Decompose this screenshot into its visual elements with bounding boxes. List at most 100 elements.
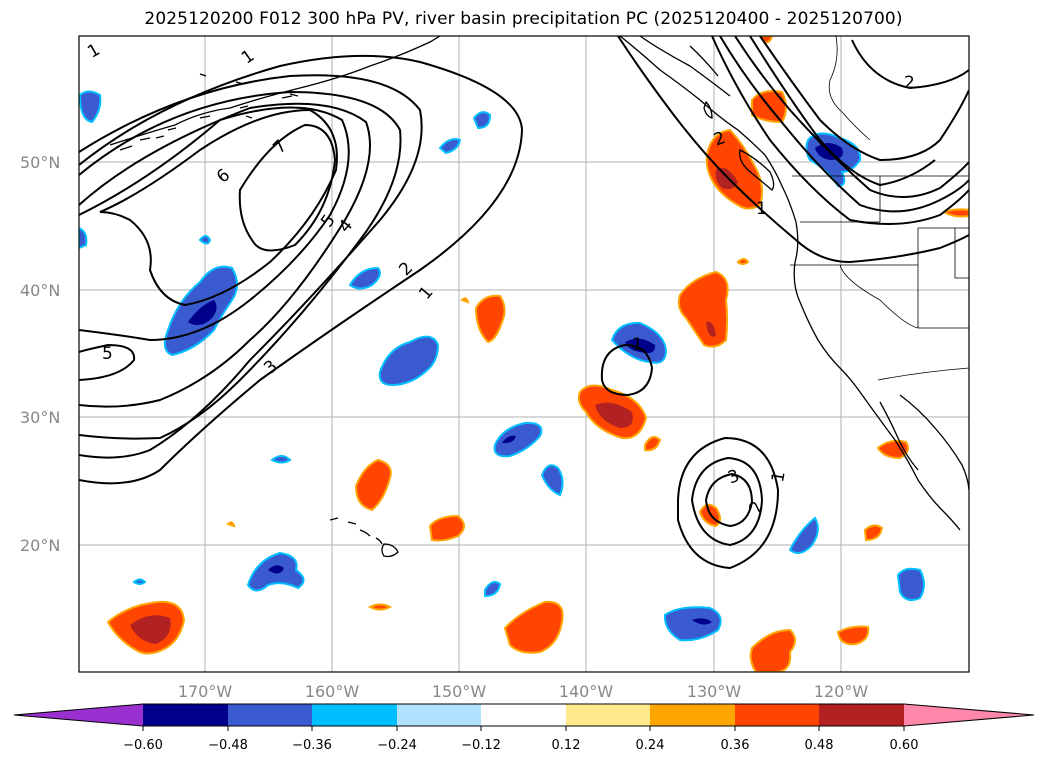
neg-blob-155w — [378, 335, 440, 387]
pv-contour-coast-4 — [749, 36, 936, 187]
neg-blob-170w-core — [188, 300, 217, 326]
lon-label: 130°W — [687, 682, 742, 701]
pv-contour-2-east — [851, 39, 969, 90]
pos-blob-152w — [474, 294, 506, 344]
colorbar-bin — [312, 704, 397, 726]
lat-label: 20°N — [20, 536, 60, 555]
neg-blob-small-3 — [438, 138, 462, 155]
colorbar-tick-label: −0.36 — [292, 738, 332, 753]
pos-blob-coast-bc — [705, 128, 763, 210]
border-us-mexico — [877, 367, 969, 381]
colorbar-bin — [481, 704, 566, 726]
pv-contour-6 — [99, 108, 338, 307]
hawaii-islands — [329, 517, 399, 558]
pos-blob-small-3 — [226, 521, 236, 528]
neg-blob-small-1 — [198, 235, 212, 245]
neg-blob-small-6 — [132, 578, 147, 585]
longitude-labels: 170°W 160°W 150°W 140°W 130°W 120°W — [178, 682, 869, 701]
coastline-baja — [859, 391, 961, 531]
colorbar-tick-label: −0.12 — [461, 738, 501, 753]
border-alaska-canada — [828, 36, 871, 141]
pv-contour-7 — [238, 123, 337, 252]
colorbar-bin — [650, 704, 735, 726]
colorbar-bin — [566, 704, 650, 726]
colorbar-bin — [228, 704, 312, 726]
colorbar-extend-low — [14, 704, 143, 726]
neg-blob-small-5 — [270, 455, 292, 464]
map-area — [79, 36, 969, 672]
islands-small — [155, 73, 299, 139]
vancouver-island — [739, 149, 775, 191]
colorbar-bin — [819, 704, 904, 726]
coastline-alaska-panhandle-inland — [639, 36, 731, 97]
lat-label: 40°N — [20, 281, 60, 300]
pv-contour-5 — [79, 106, 350, 342]
colorbar-bin — [735, 704, 819, 726]
pv-contour-2 — [79, 74, 423, 459]
pv-contours — [79, 36, 969, 570]
colorbar-tick-label: 0.36 — [721, 738, 750, 753]
contour-label: 2 — [904, 73, 915, 93]
pv-contour-coast-3 — [734, 36, 969, 199]
pv-contour-coast-2 — [719, 36, 969, 213]
pos-blob-small-1 — [644, 435, 662, 452]
haida-gwaii — [703, 100, 713, 119]
pv-contour-1-north — [79, 54, 524, 485]
pv-contour-136w — [600, 343, 654, 397]
colorbar-tick-label: 0.24 — [636, 738, 665, 753]
colorbar-bin — [397, 704, 481, 726]
pv-contour-5-west — [79, 343, 136, 381]
pos-blob-177w-core — [130, 615, 171, 644]
lat-label: 30°N — [20, 408, 60, 427]
pos-blob-baja — [863, 524, 884, 542]
colorbar-bin — [143, 704, 228, 726]
pos-blob-150w — [428, 514, 465, 542]
colorbar-extend-high — [904, 704, 1034, 726]
neg-blob-mexico — [896, 567, 925, 601]
neg-blob-165w-core — [268, 565, 284, 574]
pv-contour-3 — [79, 90, 402, 440]
pos-blob-140w-core — [595, 402, 633, 428]
neg-blob-143w — [540, 464, 564, 497]
lon-label: 140°W — [559, 682, 614, 701]
neg-blob-west-edge — [79, 226, 88, 250]
lon-label: 160°W — [305, 682, 360, 701]
neg-blob-147w-core — [502, 435, 516, 444]
pos-blob-127w-south — [749, 628, 796, 672]
state-borders — [790, 176, 969, 329]
coastline-mexico-mainland — [899, 394, 969, 491]
neg-blob-131w-core — [692, 618, 712, 625]
lon-label: 170°W — [178, 682, 233, 701]
pv-contour-cutoff-1 — [677, 436, 780, 570]
pos-blob-130w — [677, 270, 729, 348]
coastline-us-west — [793, 221, 861, 393]
neg-blob-145w-south — [484, 581, 502, 598]
neg-blob-small-2 — [348, 266, 381, 290]
colorbar-ticks — [142, 726, 905, 731]
pos-blob-121w-south — [836, 625, 870, 646]
pos-blob-small-2 — [367, 603, 393, 611]
lon-label: 120°W — [814, 682, 869, 701]
colorbar-tick-label: 0.60 — [890, 738, 919, 753]
colorbar-tick-label: 0.12 — [552, 738, 581, 753]
precip-negative-anomalies — [79, 90, 925, 642]
coastlines — [109, 36, 969, 558]
contour-label: 5 — [102, 344, 113, 364]
neg-blob-131w-south — [663, 606, 722, 642]
contour-label: 1 — [756, 199, 767, 219]
colorbar-tick-label: 0.48 — [805, 738, 834, 753]
pv-contour-coast-5 — [617, 36, 969, 264]
coastline-bc-alaska-panhandle — [619, 36, 797, 223]
pv-contour-coast-1 — [711, 36, 969, 225]
coastline-aleutians — [119, 95, 293, 151]
neg-blob-alaska-gulf — [79, 90, 102, 124]
pv-contour-cutoff-2 — [690, 456, 764, 547]
pv-contour-cutoff-3 — [704, 472, 754, 528]
colorbar-tick-label: −0.24 — [377, 738, 417, 753]
pos-blob-rockies — [941, 208, 969, 218]
latitude-labels: 50°N 40°N 30°N 20°N — [20, 153, 60, 555]
pos-blob-small-5 — [736, 258, 750, 265]
precip-positive-anomalies — [106, 36, 969, 672]
pos-blob-mexico — [876, 439, 909, 460]
pos-blob-130w-core — [706, 321, 716, 337]
